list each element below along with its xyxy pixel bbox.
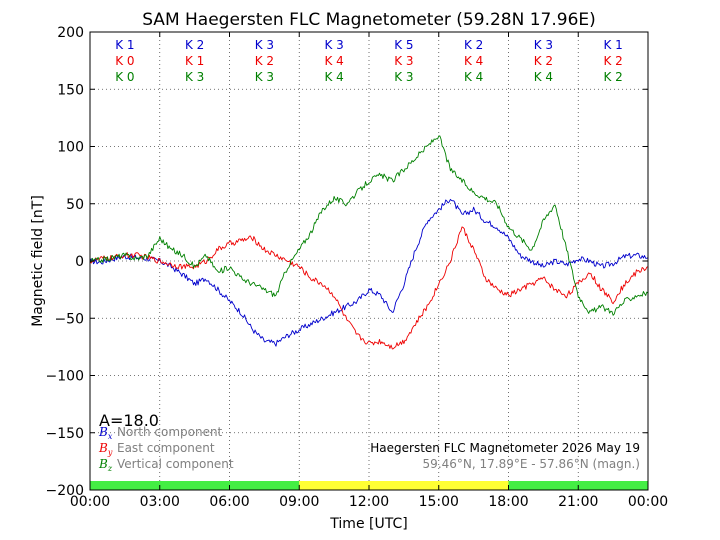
x-tick-label: 21:00 bbox=[558, 494, 598, 510]
k-index-value: K 2 bbox=[534, 54, 553, 68]
station-info-title: Haegersten FLC Magnetometer 2026 May 19 bbox=[370, 441, 640, 455]
k-index-value: K 0 bbox=[115, 54, 134, 68]
k-index-value: K 2 bbox=[603, 70, 622, 84]
k-index-labels: K 1 K 2 K 3 K 3 K 5 K 2 K 3 K 1 K 0 K 1 K 2 K 4 K 3 K… bbox=[115, 38, 623, 84]
y-tick-label: 200 bbox=[57, 25, 84, 41]
axis-ticks: 00:00 03:00 06:00 09:00 12:00 15:00 18:00 21:00… bbox=[46, 25, 669, 510]
k-index-value: K 2 bbox=[185, 38, 204, 52]
k-index-value: K 4 bbox=[464, 54, 483, 68]
y-tick-label: −200 bbox=[46, 483, 84, 499]
legend-label-north: North component bbox=[117, 425, 223, 439]
x-tick-label: 18:00 bbox=[488, 494, 528, 510]
legend-symbol-east: By bbox=[98, 441, 113, 457]
series-line-vertical-component bbox=[89, 135, 649, 316]
legend-item-vertical: Bz Vertical component bbox=[98, 457, 234, 473]
k-index-value: K 4 bbox=[464, 70, 483, 84]
k-index-value: K 1 bbox=[115, 38, 134, 52]
k-index-value: K 2 bbox=[255, 54, 274, 68]
k-index-value: K 0 bbox=[115, 70, 134, 84]
x-tick-label: 06:00 bbox=[209, 494, 249, 510]
x-tick-label: 09:00 bbox=[279, 494, 319, 510]
x-tick-label: 00:00 bbox=[70, 494, 110, 510]
k-index-value: K 3 bbox=[324, 38, 343, 52]
k-index-value: K 3 bbox=[255, 38, 274, 52]
y-axis-label: Magnetic field [nT] bbox=[30, 195, 46, 327]
legend-item-east: By East component bbox=[98, 441, 215, 457]
y-tick-label: 50 bbox=[66, 197, 84, 213]
y-tick-label: −100 bbox=[46, 369, 84, 385]
k-index-value: K 2 bbox=[464, 38, 483, 52]
k-index-value: K 2 bbox=[603, 54, 622, 68]
chart-title: SAM Haegersten FLC Magnetometer (59.28N … bbox=[142, 10, 596, 30]
series-line-east-component bbox=[89, 226, 649, 350]
legend-item-north: Bx North component bbox=[98, 425, 223, 441]
k-index-value: K 4 bbox=[324, 70, 343, 84]
k-index-value: K 3 bbox=[394, 70, 413, 84]
x-tick-label: 12:00 bbox=[349, 494, 389, 510]
series-line-north-component bbox=[89, 198, 649, 347]
k-index-value: K 4 bbox=[534, 70, 553, 84]
x-tick-label: 15:00 bbox=[419, 494, 459, 510]
x-tick-label: 03:00 bbox=[140, 494, 180, 510]
k-index-value: K 3 bbox=[534, 38, 553, 52]
legend-label-east: East component bbox=[117, 441, 215, 455]
a-index-label: A=18.0 bbox=[99, 411, 159, 430]
legend-label-vertical: Vertical component bbox=[117, 457, 234, 471]
data-series bbox=[89, 135, 649, 350]
activity-segment bbox=[299, 481, 509, 490]
y-tick-label: 0 bbox=[75, 254, 84, 270]
k-index-value: K 1 bbox=[185, 54, 204, 68]
legend: Bx North component By East component Bz … bbox=[98, 425, 234, 473]
y-tick-label: 150 bbox=[57, 82, 84, 98]
station-info-coordinates: 59.46°N, 17.89°E - 57.86°N (magn.) bbox=[423, 457, 640, 471]
grid-lines bbox=[90, 32, 648, 490]
y-tick-label: 100 bbox=[57, 140, 84, 156]
k-index-value: K 5 bbox=[394, 38, 413, 52]
k-index-value: K 3 bbox=[394, 54, 413, 68]
x-axis-label: Time [UTC] bbox=[329, 516, 407, 532]
x-tick-label: 00:00 bbox=[628, 494, 668, 510]
k-index-value: K 1 bbox=[603, 38, 622, 52]
y-tick-label: −150 bbox=[46, 426, 84, 442]
legend-symbol-vertical: Bz bbox=[98, 457, 113, 473]
k-index-value: K 3 bbox=[185, 70, 204, 84]
activity-segment bbox=[90, 481, 300, 490]
k-index-value: K 4 bbox=[324, 54, 343, 68]
k-index-value: K 3 bbox=[255, 70, 274, 84]
y-tick-label: −50 bbox=[54, 311, 84, 327]
legend-symbol-north: Bx bbox=[98, 425, 113, 441]
